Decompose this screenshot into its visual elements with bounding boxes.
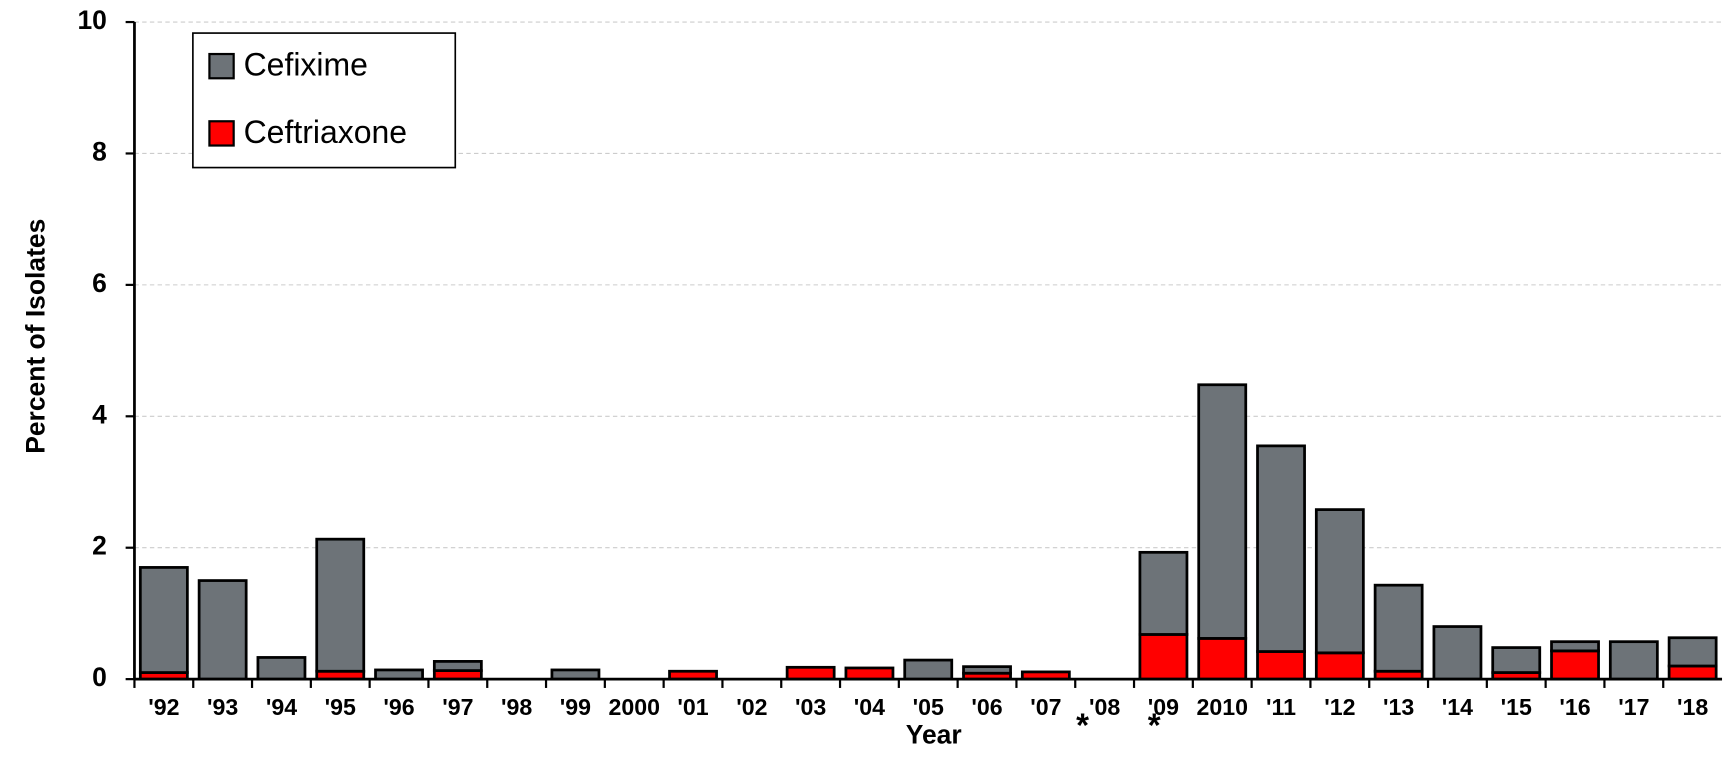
x-tick-label: '12: [1324, 694, 1355, 720]
y-tick-label: 2: [92, 531, 107, 561]
legend-label: Ceftriaxone: [244, 114, 407, 150]
legend-box: [192, 32, 457, 169]
bar-segment: [1197, 637, 1248, 681]
y-tick-label: 8: [92, 136, 107, 166]
y-tick-label: 6: [92, 268, 107, 298]
x-tick-label: '95: [325, 694, 356, 720]
annotation: *: [1148, 707, 1161, 744]
x-tick-label: '07: [1030, 694, 1061, 720]
bar-segment: [1432, 625, 1483, 681]
x-tick-label: '96: [383, 694, 414, 720]
bar-segment: [1667, 636, 1718, 668]
bar-segment: [844, 666, 895, 681]
bar-segment: [315, 537, 366, 673]
x-tick-label: '01: [677, 694, 708, 720]
bar-segment: [1667, 664, 1718, 681]
bar-segment: [1550, 640, 1600, 653]
bar-segment: [1314, 508, 1365, 655]
x-tick-label: '16: [1559, 694, 1590, 720]
bar-segment: [1373, 583, 1424, 673]
x-tick-label: '11: [1266, 694, 1296, 720]
x-tick-label: '97: [442, 694, 473, 720]
bar-segment: [1608, 640, 1659, 681]
annotation: *: [1076, 707, 1089, 744]
x-tick-label: '14: [1442, 694, 1473, 720]
legend-label: Cefixime: [244, 47, 368, 83]
x-axis-label: Year: [906, 719, 962, 749]
bar-segment: [903, 658, 954, 681]
x-tick-label: '18: [1677, 694, 1708, 720]
bar-segment: [1197, 383, 1248, 640]
bar-segment: [1256, 444, 1306, 653]
x-tick-label: '08: [1089, 694, 1120, 720]
bar-segment: [138, 566, 189, 674]
legend-swatch: [208, 52, 235, 80]
bar-segment: [197, 579, 248, 681]
x-tick-label: '99: [560, 694, 591, 720]
x-tick-label: '09: [1148, 694, 1179, 720]
y-tick-label: 10: [77, 5, 106, 35]
x-tick-label: '02: [736, 694, 767, 720]
bar-segment: [550, 668, 601, 681]
x-tick-label: '05: [913, 694, 944, 720]
y-tick-label: 4: [92, 399, 107, 429]
x-tick-label: '94: [266, 694, 297, 720]
bar-segment: [1256, 650, 1306, 681]
bar-segment: [1550, 649, 1600, 681]
y-tick-label: 0: [92, 662, 107, 692]
bar-segment: [1138, 633, 1189, 681]
bar-segment: [374, 668, 424, 681]
bar-segment: [1138, 550, 1189, 636]
legend: Cefixime Ceftriaxone: [192, 32, 457, 169]
x-tick-label: '06: [971, 694, 1002, 720]
bar-segment: [432, 660, 483, 672]
x-tick-label: '17: [1618, 694, 1649, 720]
bar-segment: [1491, 646, 1542, 674]
legend-swatch: [208, 120, 235, 147]
bar-segment: [962, 665, 1012, 675]
bar-segment: [785, 665, 836, 681]
x-tick-label: '98: [501, 694, 532, 720]
x-tick-label: '13: [1383, 694, 1414, 720]
x-tick-label: 2010: [1196, 694, 1247, 720]
x-tick-label: '04: [854, 694, 885, 720]
x-tick-label: '03: [795, 694, 826, 720]
x-tick-label: '93: [207, 694, 238, 720]
x-tick-label: 2000: [609, 694, 660, 720]
x-tick-label: '15: [1501, 694, 1532, 720]
y-axis-label: Percent of Isolates: [20, 219, 50, 454]
x-tick-label: '92: [148, 694, 179, 720]
bar-segment: [1314, 651, 1365, 681]
bar-segment: [256, 656, 307, 681]
